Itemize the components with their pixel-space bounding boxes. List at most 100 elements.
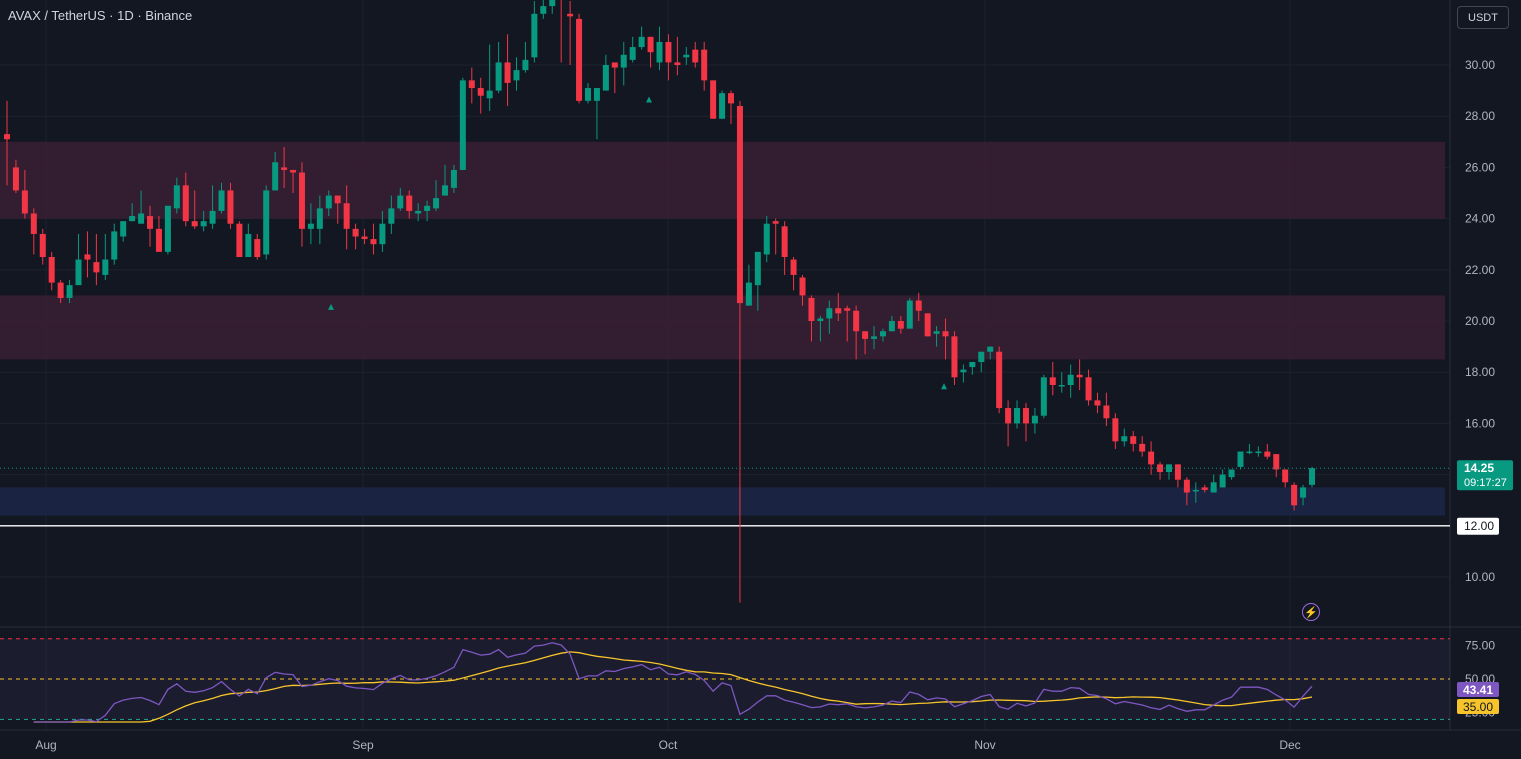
candle[interactable]	[772, 218, 779, 255]
candle[interactable]	[325, 190, 332, 217]
candle[interactable]	[540, 0, 547, 19]
candle[interactable]	[1148, 441, 1155, 475]
candle[interactable]	[1192, 482, 1199, 503]
candle[interactable]	[111, 223, 118, 265]
candle[interactable]	[656, 26, 663, 71]
candle[interactable]	[1094, 392, 1101, 414]
candle[interactable]	[620, 41, 627, 86]
candle[interactable]	[66, 280, 73, 304]
candle[interactable]	[1264, 443, 1271, 460]
candle[interactable]	[218, 182, 225, 214]
candle[interactable]	[477, 77, 484, 114]
candle[interactable]	[1014, 400, 1021, 429]
candle[interactable]	[236, 221, 243, 257]
candle[interactable]	[835, 292, 842, 321]
candle[interactable]	[388, 195, 395, 234]
candle[interactable]	[1201, 484, 1208, 493]
candle[interactable]	[1237, 451, 1244, 470]
candle[interactable]	[468, 67, 475, 104]
candle[interactable]	[1139, 436, 1146, 457]
candle[interactable]	[647, 36, 654, 68]
candle[interactable]	[879, 328, 886, 342]
candle[interactable]	[1130, 431, 1137, 452]
candle[interactable]	[4, 100, 10, 186]
support-zone[interactable]	[0, 487, 1445, 516]
candle[interactable]	[683, 47, 690, 65]
candle[interactable]	[424, 200, 431, 222]
candle[interactable]	[164, 205, 171, 255]
candle[interactable]	[155, 216, 162, 252]
candle[interactable]	[1282, 469, 1289, 488]
candle[interactable]	[1219, 469, 1226, 488]
candle[interactable]	[173, 177, 180, 214]
candle[interactable]	[665, 34, 672, 81]
candle[interactable]	[406, 190, 413, 219]
candle[interactable]	[486, 44, 493, 112]
candle[interactable]	[191, 190, 198, 229]
candle[interactable]	[638, 26, 645, 50]
candle[interactable]	[39, 228, 46, 265]
candle[interactable]	[397, 187, 404, 211]
candle[interactable]	[987, 346, 994, 360]
candle[interactable]	[853, 305, 860, 360]
candle[interactable]	[30, 208, 37, 255]
candle[interactable]	[602, 54, 609, 91]
candle[interactable]	[1031, 408, 1038, 434]
candle[interactable]	[799, 274, 806, 306]
candle[interactable]	[978, 351, 985, 373]
candle[interactable]	[728, 90, 735, 124]
candle[interactable]	[1049, 361, 1056, 396]
candle[interactable]	[495, 41, 502, 94]
candle[interactable]	[209, 185, 216, 229]
lightning-icon[interactable]: ⚡	[1302, 603, 1320, 621]
candle[interactable]	[1183, 477, 1190, 506]
candle[interactable]	[701, 41, 708, 91]
candle[interactable]	[906, 297, 913, 329]
candle[interactable]	[576, 13, 583, 104]
candle[interactable]	[48, 251, 55, 291]
candle[interactable]	[75, 233, 82, 286]
candle[interactable]	[1255, 446, 1262, 457]
candle[interactable]	[584, 82, 591, 104]
candle[interactable]	[1273, 454, 1280, 478]
candle[interactable]	[1005, 400, 1012, 447]
candle[interactable]	[1058, 372, 1065, 393]
candle[interactable]	[844, 305, 851, 342]
candle[interactable]	[343, 185, 350, 250]
candle[interactable]	[200, 210, 207, 232]
candle[interactable]	[549, 0, 556, 14]
candle[interactable]	[415, 203, 422, 222]
resistance-zone[interactable]	[0, 295, 1445, 360]
candle[interactable]	[12, 159, 19, 193]
candle[interactable]	[459, 77, 466, 170]
candle[interactable]	[897, 315, 904, 334]
candle[interactable]	[862, 331, 869, 355]
candle[interactable]	[21, 169, 28, 219]
candle[interactable]	[316, 195, 323, 245]
candle[interactable]	[1174, 464, 1181, 488]
candle[interactable]	[933, 326, 940, 347]
candle[interactable]	[298, 162, 305, 247]
candle[interactable]	[1210, 474, 1217, 493]
candle[interactable]	[129, 203, 136, 222]
candle[interactable]	[441, 164, 448, 196]
candle[interactable]	[1291, 482, 1298, 511]
candle[interactable]	[433, 180, 440, 211]
candle[interactable]	[951, 331, 958, 385]
candle[interactable]	[290, 169, 297, 193]
candle[interactable]	[558, 0, 564, 63]
candle[interactable]	[808, 295, 815, 342]
candle[interactable]	[531, 1, 538, 63]
candle[interactable]	[227, 182, 234, 229]
candle[interactable]	[147, 205, 154, 247]
candle[interactable]	[692, 41, 699, 68]
candle[interactable]	[1228, 469, 1235, 480]
candle[interactable]	[361, 228, 368, 245]
candle[interactable]	[450, 164, 457, 193]
candle[interactable]	[1103, 392, 1110, 426]
candle[interactable]	[84, 231, 91, 278]
candle[interactable]	[120, 221, 127, 242]
candle[interactable]	[513, 57, 520, 91]
candle[interactable]	[1121, 428, 1128, 447]
candle[interactable]	[710, 80, 717, 119]
